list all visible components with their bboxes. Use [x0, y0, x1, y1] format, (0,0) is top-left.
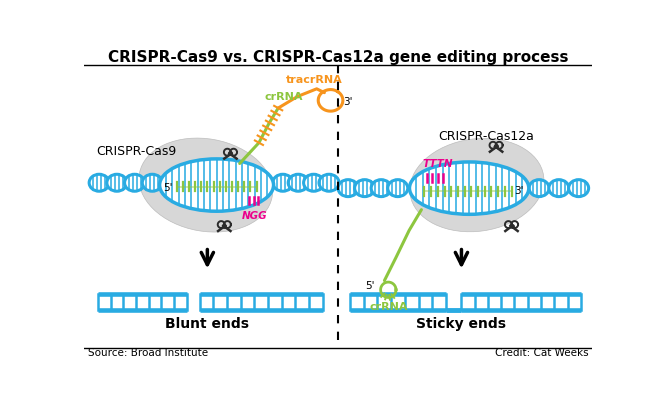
Text: Source: Broad Institute: Source: Broad Institute: [88, 348, 208, 358]
Text: CRISPR-Cas9 vs. CRISPR-Cas12a gene editing process: CRISPR-Cas9 vs. CRISPR-Cas12a gene editi…: [108, 50, 568, 65]
Ellipse shape: [549, 180, 569, 197]
Text: 3': 3': [344, 97, 353, 107]
Ellipse shape: [338, 180, 358, 197]
Ellipse shape: [569, 180, 589, 197]
Ellipse shape: [139, 138, 273, 232]
Text: 5': 5': [163, 183, 173, 193]
Text: NGG: NGG: [242, 211, 268, 221]
Text: Blunt ends: Blunt ends: [166, 317, 249, 331]
Ellipse shape: [409, 162, 529, 214]
Ellipse shape: [107, 174, 127, 191]
Text: crRNA: crRNA: [265, 92, 303, 102]
Ellipse shape: [89, 174, 109, 191]
Ellipse shape: [273, 174, 293, 191]
Text: Sticky ends: Sticky ends: [416, 317, 506, 331]
Text: CRISPR-Cas12a: CRISPR-Cas12a: [438, 130, 534, 143]
Ellipse shape: [354, 180, 375, 197]
Ellipse shape: [371, 180, 391, 197]
Ellipse shape: [288, 174, 308, 191]
Ellipse shape: [319, 174, 339, 191]
Text: TTTN: TTTN: [422, 159, 453, 169]
Ellipse shape: [410, 138, 544, 232]
Text: CRISPR-Cas9: CRISPR-Cas9: [96, 146, 177, 158]
Text: 5': 5': [365, 281, 374, 291]
Text: 3': 3': [515, 186, 524, 196]
Ellipse shape: [529, 180, 549, 197]
Ellipse shape: [160, 159, 273, 211]
Ellipse shape: [143, 174, 162, 191]
Ellipse shape: [304, 174, 323, 191]
Text: tracrRNA: tracrRNA: [286, 75, 343, 85]
Ellipse shape: [125, 174, 145, 191]
Text: crRNA: crRNA: [369, 302, 408, 312]
Ellipse shape: [387, 180, 408, 197]
Text: Credit: Cat Weeks: Credit: Cat Weeks: [495, 348, 589, 358]
